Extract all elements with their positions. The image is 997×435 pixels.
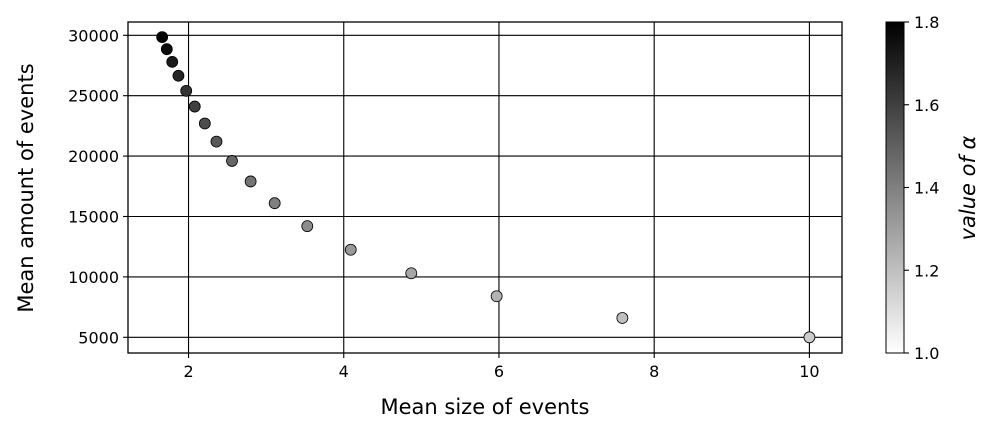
data-point <box>210 135 223 148</box>
colorbar-tick-label: 1.8 <box>914 13 939 32</box>
grid-lines <box>128 22 842 353</box>
colorbar-tick-label: 1.4 <box>914 179 939 198</box>
data-point <box>156 31 169 44</box>
x-axis-ticks: 2 4 6 8 10 <box>183 353 820 381</box>
y-tick-label: 10000 <box>68 268 119 287</box>
data-point <box>166 55 179 68</box>
x-tick-label: 2 <box>183 362 193 381</box>
plot-background <box>128 22 842 353</box>
data-point <box>268 197 281 210</box>
y-tick-label: 25000 <box>68 87 119 106</box>
colorbar <box>885 21 905 354</box>
y-axis-ticks: 5000 10000 15000 20000 25000 30000 <box>68 26 128 347</box>
x-tick-label: 6 <box>494 362 504 381</box>
data-points <box>156 31 816 344</box>
data-point <box>301 220 314 233</box>
y-axis-label: Mean amount of events <box>14 63 38 312</box>
data-point <box>172 69 185 82</box>
data-point <box>405 267 418 280</box>
data-point <box>226 155 238 167</box>
data-point <box>180 84 193 97</box>
plot-frame <box>127 21 843 354</box>
data-point <box>160 43 173 56</box>
y-tick-label: 5000 <box>78 328 119 347</box>
colorbar-tick-label: 1.6 <box>914 96 939 115</box>
x-tick-label: 10 <box>799 362 819 381</box>
x-tick-label: 4 <box>339 362 349 381</box>
x-axis-label: Mean size of events <box>381 395 590 419</box>
y-tick-label: 20000 <box>68 147 119 166</box>
data-point <box>344 243 357 256</box>
data-point <box>198 117 211 130</box>
data-point <box>616 312 629 324</box>
data-point <box>803 331 816 344</box>
data-point <box>188 100 201 113</box>
y-tick-label: 15000 <box>68 207 119 226</box>
colorbar-tick-label: 1.0 <box>914 344 939 363</box>
data-point <box>244 175 257 188</box>
x-tick-label: 8 <box>649 362 659 381</box>
colorbar-label: value of α <box>956 135 980 240</box>
y-tick-label: 30000 <box>68 26 119 45</box>
colorbar-tick-label: 1.2 <box>914 261 939 280</box>
colorbar-ticks: 1.0 1.2 1.4 1.6 1.8 <box>904 13 939 363</box>
data-point <box>490 290 503 303</box>
